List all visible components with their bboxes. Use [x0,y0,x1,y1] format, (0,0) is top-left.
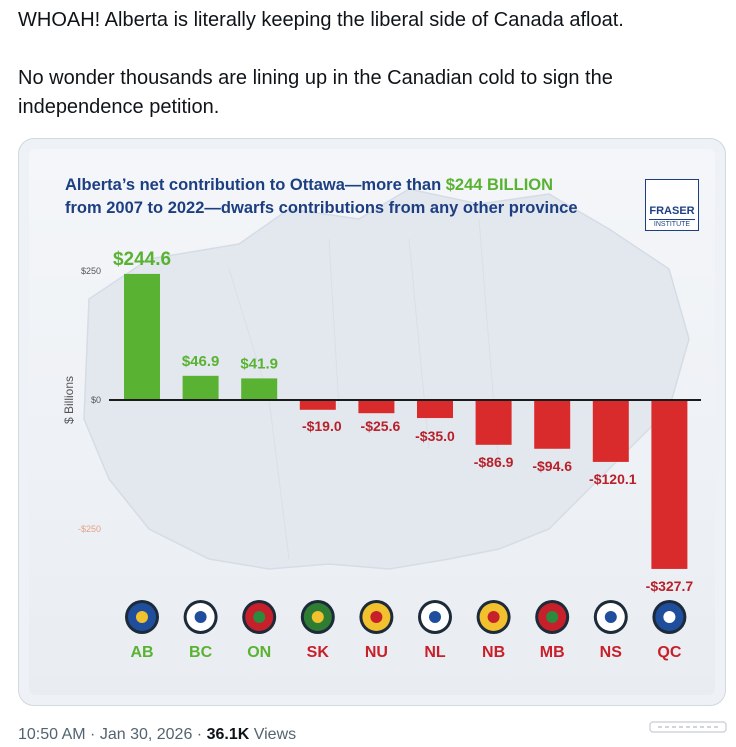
category-label-bc: BC [189,644,213,661]
category-label-sk: SK [307,644,330,661]
y-axis-label: $ Billions [62,376,76,424]
chart-title-highlight: $244 BILLION [445,176,554,194]
bar-sk [299,400,336,410]
bar-ab [124,273,160,400]
data-label-qc: -$327.7 [646,578,694,594]
data-label-bc: $46.9 [182,353,220,370]
footer-separator: · [85,726,100,743]
bar-qc [651,400,688,569]
y-tick-label: $0 [91,395,101,405]
tweet-time[interactable]: 10:50 AM [18,726,86,743]
saskatchewan-flag-icon-emblem [311,611,324,623]
category-label-nb: NB [482,644,505,661]
category-label-nu: NU [365,644,388,661]
tweet-date[interactable]: Jan 30, 2026 [99,726,193,743]
logo-line-2: INSTITUTE [649,219,695,229]
tweet-media[interactable]: Alberta’s net contribution to Ottawa—mor… [18,138,726,706]
bar-bc [182,375,219,400]
manitoba-flag-icon-emblem [546,611,559,623]
bar-nb [475,400,512,445]
data-label-nu: -$25.6 [361,418,401,434]
nova-scotia-flag-icon-emblem [604,611,617,623]
data-label-nb: -$86.9 [474,454,514,470]
category-label-qc: QC [657,644,681,661]
fraser-institute-logo: FRASER INSTITUTE [645,179,699,231]
watermark-logo [649,721,727,733]
y-tick-label: -$250 [78,524,101,534]
newfoundland-flag-icon-emblem [429,611,441,623]
ontario-flag-icon-emblem [253,611,266,623]
category-label-ns: NS [600,644,623,661]
category-label-nl: NL [424,644,446,661]
british-columbia-flag-icon-emblem [194,611,207,623]
chart-title-part-1: Alberta’s net contribution to Ottawa—mor… [65,176,446,194]
views-label: Views [249,726,297,743]
data-label-sk: -$19.0 [302,418,342,434]
category-label-mb: MB [540,644,565,661]
quebec-flag-icon-emblem [663,611,676,623]
bar-chart: $ Billions $250 $0 -$250 $244.6 $46.9 $41.9 -$1… [62,249,701,661]
tweet-line-2: No wonder thousands are lining up in the… [18,67,613,118]
data-label-nl: -$35.0 [415,428,455,444]
bar-nl [417,400,453,419]
y-tick-label: $250 [81,266,101,276]
infographic-card: Alberta’s net contribution to Ottawa—mor… [29,149,715,695]
alberta-flag-icon-emblem [136,611,148,623]
tweet-footer: 10:50 AM · Jan 30, 2026 · 36.1K Views [18,726,296,744]
data-label-ab: $244.6 [113,249,171,270]
bar-nu [358,400,395,414]
logo-line-1: FRASER [649,205,695,217]
category-label-ab: AB [130,644,153,661]
nunavut-flag-icon-emblem [370,611,383,623]
bar-on [241,378,278,400]
tweet-text: WHOAH! Alberta is literally keeping the … [18,6,718,122]
new-brunswick-flag-icon-emblem [487,611,500,623]
bar-ns [592,400,629,462]
bar-mb [534,400,571,449]
tweet-line-1: WHOAH! Alberta is literally keeping the … [18,9,624,31]
footer-separator: · [192,726,207,743]
chart-title: Alberta’s net contribution to Ottawa—mor… [65,174,625,220]
data-label-ns: -$120.1 [589,471,637,487]
views-count: 36.1K [206,726,250,743]
data-label-mb: -$94.6 [532,458,572,474]
category-label-on: ON [247,644,271,661]
chart-title-part-2: from 2007 to 2022—dwarfs contributions f… [65,199,578,217]
data-label-on: $41.9 [240,355,278,372]
